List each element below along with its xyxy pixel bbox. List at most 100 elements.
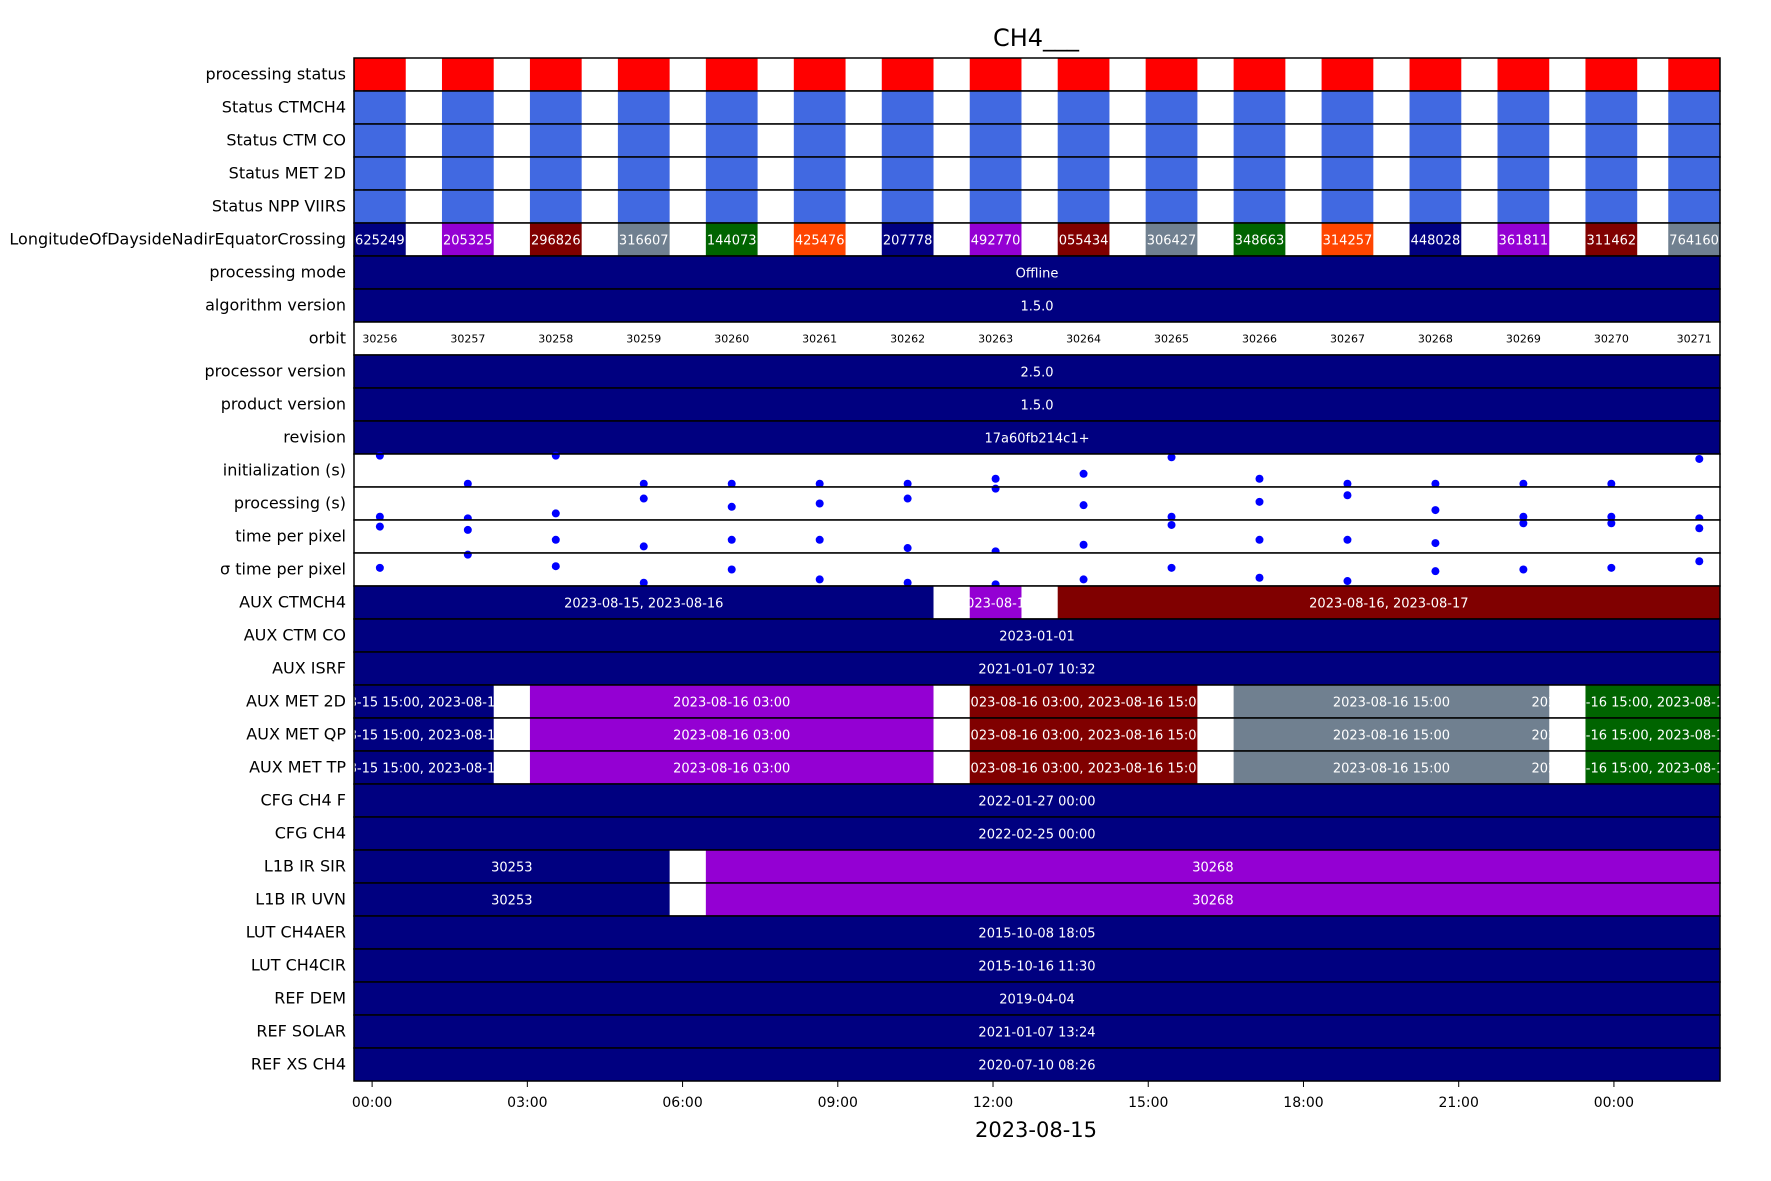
scatter-point [1255, 497, 1264, 506]
scatter-point [551, 535, 560, 544]
status-cell [529, 190, 582, 223]
longitude-value: 448028 [1411, 234, 1461, 249]
span-text: 2023-08-16 15:00 [1333, 696, 1450, 711]
scatter-point [1607, 519, 1616, 528]
status-cell [354, 157, 406, 190]
status-cell [1057, 58, 1110, 91]
longitude-cell [793, 223, 846, 256]
span-cell [705, 850, 1720, 883]
status-cell [881, 124, 934, 157]
status-cell [881, 91, 934, 124]
longitude-cell [1585, 223, 1638, 256]
scatter-point [1079, 540, 1088, 549]
scatter-point [1431, 567, 1440, 576]
row-label: algorithm version [205, 296, 346, 315]
span-cell [529, 718, 934, 751]
longitude-cell [1145, 223, 1198, 256]
longitude-value: 314257 [1323, 234, 1373, 249]
scatter-point [903, 544, 912, 553]
longitude-value: 425476 [795, 234, 845, 249]
x-tick-label: 09:00 [818, 1095, 858, 1111]
longitude-value: 306427 [1147, 234, 1197, 249]
longitude-value: 296826 [531, 234, 581, 249]
scatter-point [991, 484, 1000, 493]
span-cell [354, 784, 1720, 817]
scatter-point [1519, 479, 1528, 488]
status-cell [1497, 124, 1550, 157]
orbit-number: 30269 [1506, 333, 1541, 346]
longitude-cell [1057, 223, 1110, 256]
row-label: processor version [204, 362, 346, 381]
scatter-point [815, 535, 824, 544]
status-cell [1321, 58, 1374, 91]
chart-title: CH4___ [993, 24, 1080, 52]
span-text: 2022-01-27 00:00 [978, 795, 1095, 810]
span-text: 1.5.0 [1020, 399, 1053, 414]
span-cell [1233, 685, 1550, 718]
status-cell [1409, 124, 1462, 157]
span-cell [1585, 751, 1720, 784]
scatter-point [903, 494, 912, 503]
longitude-cell [1668, 223, 1720, 256]
scatter-point [375, 563, 384, 572]
status-cell [1145, 157, 1198, 190]
span-cell [354, 388, 1720, 421]
status-cell [969, 58, 1022, 91]
row-label: product version [221, 395, 346, 414]
span-cell [354, 289, 1720, 322]
scatter-point [815, 575, 824, 584]
status-cell [1409, 157, 1462, 190]
span-cell [1233, 751, 1550, 784]
span-cell [969, 751, 1198, 784]
scatter-point [551, 509, 560, 518]
status-cell [1585, 124, 1638, 157]
scatter-point [639, 542, 648, 551]
longitude-cell [881, 223, 934, 256]
row-label: Status NPP VIIRS [212, 197, 346, 216]
span-text: 2023-08-15 15:00, 2023-08-16 03:00 [303, 696, 546, 711]
row-background [354, 322, 1720, 355]
span-text: Offline [1016, 267, 1059, 282]
longitude-cell [441, 223, 494, 256]
row-background [354, 553, 1720, 586]
scatter-point [1255, 474, 1264, 483]
span-text: 2023-08-15 15:00, 2023-08-16 03:00 [303, 729, 546, 744]
longitude-cell [705, 223, 758, 256]
x-tick-label: 00:00 [352, 1095, 392, 1111]
orbit-number: 30261 [802, 333, 837, 346]
row-label: AUX MET 2D [246, 692, 346, 711]
span-text: 2023-08-16 [958, 597, 1034, 612]
status-cell [1668, 124, 1720, 157]
longitude-value: 311462 [1587, 234, 1637, 249]
status-cell [441, 190, 494, 223]
scatter-point [727, 502, 736, 511]
span-cell [1233, 718, 1550, 751]
status-cell [705, 58, 758, 91]
x-tick-label: 12:00 [973, 1095, 1013, 1111]
status-cell [441, 157, 494, 190]
scatter-point [1519, 519, 1528, 528]
orbit-number: 30263 [978, 333, 1013, 346]
orbit-number: 30270 [1594, 333, 1629, 346]
span-cell [1585, 718, 1720, 751]
span-text: 2.5.0 [1020, 366, 1053, 381]
longitude-cell [1409, 223, 1462, 256]
span-text: 2023-08-16 03:00 [673, 729, 790, 744]
status-cell [793, 91, 846, 124]
scatter-point [639, 578, 648, 587]
row-label: AUX ISRF [272, 659, 346, 678]
scatter-point [1343, 479, 1352, 488]
status-cell [969, 91, 1022, 124]
span-text: 2022-02-25 00:00 [978, 828, 1095, 843]
row-label: REF SOLAR [256, 1022, 346, 1041]
span-cell [1057, 586, 1720, 619]
longitude-value: 144073 [707, 234, 757, 249]
scatter-point [1079, 469, 1088, 478]
span-text: 30268 [1192, 861, 1233, 876]
status-cell [441, 91, 494, 124]
x-tick-label: 21:00 [1439, 1095, 1479, 1111]
scatter-point [815, 479, 824, 488]
status-cell [529, 91, 582, 124]
orbit-number: 30268 [1418, 333, 1453, 346]
status-cell [1585, 157, 1638, 190]
